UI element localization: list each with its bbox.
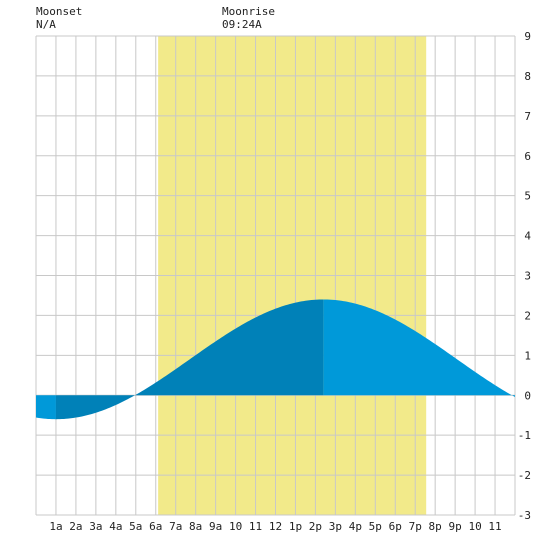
x-tick-label: 12	[269, 520, 282, 533]
tide-area-rising	[55, 299, 324, 420]
x-tick-label: 1a	[49, 520, 62, 533]
moonrise-label: Moonrise	[222, 5, 275, 18]
x-tick-label: 1p	[289, 520, 302, 533]
x-tick-label: 3p	[329, 520, 342, 533]
x-tick-label: 6p	[389, 520, 402, 533]
y-tick-label: 3	[524, 270, 531, 283]
x-tick-label: 4a	[109, 520, 122, 533]
y-tick-label: 6	[524, 150, 531, 163]
y-tick-label: 4	[524, 230, 531, 243]
x-tick-label: 3a	[89, 520, 102, 533]
y-tick-label: 0	[524, 389, 531, 402]
grid-lines	[35, 35, 516, 516]
y-tick-label: 9	[524, 30, 531, 43]
x-axis-ticks: 1a 2a 3a 4a 5a 6a 7a 8a 9a 10 11 12 1p 2p 3p 4p 5p 6p 7p 8p…	[49, 520, 501, 533]
x-tick-label: 8p	[429, 520, 442, 533]
x-tick-label: 2p	[309, 520, 322, 533]
y-tick-label: -1	[518, 429, 531, 442]
y-axis-ticks: -3 -2 -1 0 1 2 3 4 5 6 7 8 9	[518, 30, 532, 522]
tide-area-falling	[323, 299, 515, 397]
y-tick-label: -2	[518, 469, 531, 482]
x-tick-label: 10	[468, 520, 481, 533]
x-tick-label: 7p	[409, 520, 422, 533]
x-tick-label: 5a	[129, 520, 142, 533]
x-tick-label: 8a	[189, 520, 202, 533]
x-tick-label: 11	[249, 520, 262, 533]
y-tick-label: 7	[524, 110, 531, 123]
y-tick-label: 5	[524, 190, 531, 203]
x-tick-label: 2a	[69, 520, 82, 533]
x-tick-label: 5p	[369, 520, 382, 533]
y-tick-label: 1	[524, 349, 531, 362]
x-tick-label: 4p	[349, 520, 362, 533]
y-tick-label: 2	[524, 309, 531, 322]
moonrise-time: 09:24A	[222, 18, 262, 31]
tide-area-low-segment	[36, 395, 56, 420]
x-tick-label: 11	[488, 520, 501, 533]
moonset-label: Moonset	[36, 5, 83, 18]
x-tick-label: 7a	[169, 520, 182, 533]
moonset-time: N/A	[36, 18, 56, 31]
y-tick-label: -3	[518, 509, 531, 522]
y-tick-label: 8	[524, 70, 531, 83]
x-tick-label: 9p	[449, 520, 462, 533]
x-tick-label: 6a	[149, 520, 162, 533]
tide-area	[36, 299, 515, 420]
x-tick-label: 9a	[209, 520, 222, 533]
x-tick-label: 10	[229, 520, 242, 533]
